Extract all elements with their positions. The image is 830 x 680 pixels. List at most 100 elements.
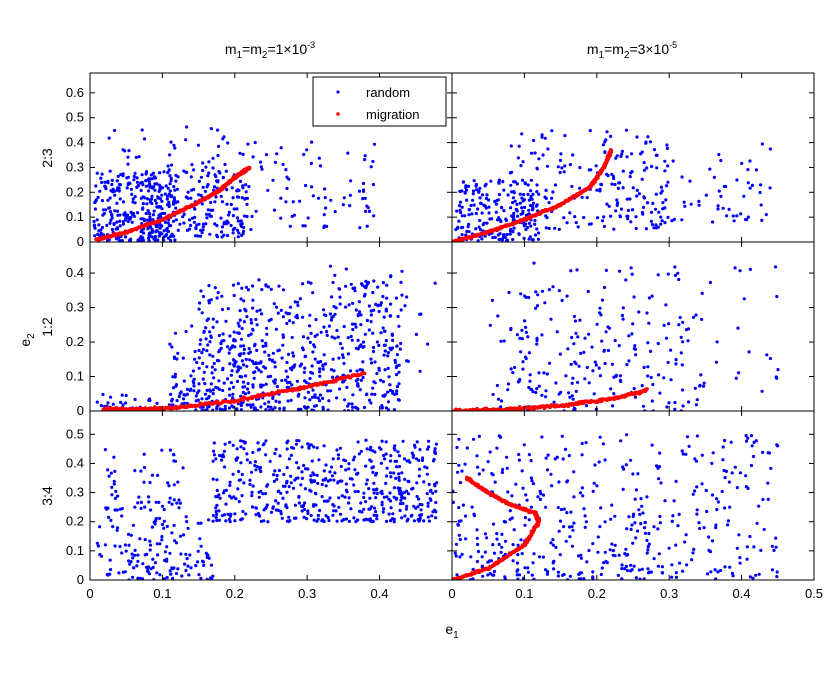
- random-point: [309, 513, 313, 518]
- random-point: [216, 291, 220, 295]
- random-point: [312, 404, 317, 408]
- random-point: [569, 510, 573, 514]
- random-point: [418, 502, 422, 506]
- random-point: [205, 212, 209, 216]
- random-point: [569, 362, 573, 366]
- random-point: [464, 186, 468, 190]
- random-point: [361, 375, 365, 380]
- random-point: [623, 567, 627, 571]
- random-point: [709, 570, 713, 574]
- random-point: [347, 496, 351, 500]
- random-point: [287, 515, 291, 519]
- row-label-3-4: 3:4: [39, 486, 55, 506]
- random-point: [348, 204, 352, 208]
- random-point: [158, 226, 162, 230]
- random-point: [252, 370, 256, 375]
- random-point: [233, 226, 237, 230]
- random-point: [375, 372, 379, 376]
- random-point: [256, 511, 260, 516]
- random-point: [398, 492, 402, 496]
- random-point: [719, 568, 723, 573]
- random-point: [509, 183, 513, 187]
- random-point: [171, 202, 175, 206]
- random-point: [776, 444, 780, 448]
- random-point: [521, 486, 525, 490]
- random-point: [595, 188, 599, 192]
- random-point: [330, 368, 334, 372]
- random-point: [379, 490, 383, 494]
- random-point: [113, 209, 117, 213]
- random-point: [192, 389, 196, 393]
- random-point: [402, 457, 407, 461]
- random-point: [558, 553, 562, 557]
- random-point: [155, 401, 159, 405]
- random-point: [327, 518, 331, 523]
- random-point: [109, 471, 113, 475]
- random-point: [128, 238, 133, 242]
- random-point: [228, 440, 232, 444]
- random-point: [127, 149, 131, 153]
- random-point: [276, 311, 280, 315]
- random-point: [731, 574, 735, 578]
- random-point: [639, 497, 643, 501]
- random-point: [194, 564, 198, 568]
- random-point: [688, 179, 692, 183]
- random-point: [212, 441, 216, 445]
- random-point: [511, 543, 515, 547]
- random-point: [118, 224, 122, 228]
- random-point: [316, 196, 321, 200]
- random-point: [222, 489, 227, 493]
- random-point: [203, 392, 208, 396]
- random-point: [553, 226, 557, 230]
- random-point: [182, 221, 186, 225]
- random-point: [535, 227, 539, 231]
- random-point: [148, 480, 152, 485]
- y-tick-label: 0.5: [66, 426, 84, 441]
- random-point: [523, 182, 528, 186]
- random-point: [520, 132, 524, 136]
- random-point: [726, 523, 730, 527]
- random-point: [515, 202, 519, 206]
- random-point: [291, 446, 296, 450]
- random-point: [572, 314, 577, 319]
- random-point: [202, 370, 206, 374]
- random-point: [487, 198, 491, 202]
- random-point: [546, 570, 550, 574]
- random-point: [658, 391, 662, 395]
- random-point: [697, 199, 701, 203]
- random-point: [328, 312, 332, 316]
- random-point: [279, 146, 283, 150]
- random-point: [670, 575, 674, 579]
- random-point: [637, 310, 641, 314]
- random-point: [315, 446, 319, 450]
- random-point: [118, 219, 122, 223]
- random-point: [153, 238, 157, 242]
- random-point: [397, 398, 401, 402]
- random-point: [229, 202, 233, 207]
- random-point: [269, 374, 273, 378]
- random-point: [426, 342, 430, 346]
- random-point: [535, 338, 539, 343]
- random-point: [625, 433, 629, 437]
- random-point: [600, 339, 604, 343]
- random-point: [171, 576, 175, 580]
- random-point: [235, 447, 239, 451]
- random-point: [172, 185, 176, 189]
- random-point: [503, 575, 507, 579]
- x-axis-label: e1: [445, 621, 459, 641]
- random-point: [326, 499, 330, 503]
- random-point: [613, 543, 617, 547]
- random-point: [476, 542, 480, 547]
- random-point: [377, 309, 381, 314]
- random-point: [384, 339, 388, 343]
- y-tick-label: 0: [77, 234, 84, 249]
- random-point: [304, 406, 308, 410]
- random-point: [289, 453, 293, 457]
- random-point: [528, 379, 532, 383]
- random-point: [113, 496, 117, 500]
- random-point: [149, 173, 153, 177]
- random-point: [241, 509, 245, 514]
- random-point: [491, 392, 495, 397]
- random-point: [523, 319, 527, 323]
- random-point: [400, 516, 404, 520]
